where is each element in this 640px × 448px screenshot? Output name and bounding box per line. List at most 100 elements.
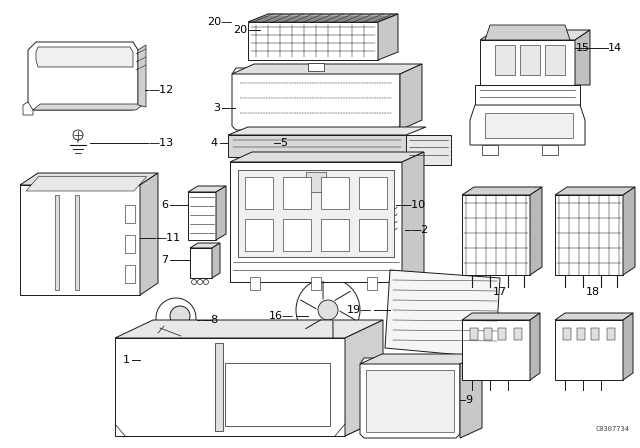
Polygon shape [498,328,506,340]
Polygon shape [115,320,383,338]
Polygon shape [321,219,349,251]
Polygon shape [462,195,530,275]
Polygon shape [188,186,226,192]
Polygon shape [248,22,378,60]
Text: —2: —2 [410,225,428,235]
Text: 18: 18 [586,287,600,297]
Polygon shape [367,277,377,290]
Polygon shape [115,338,345,436]
Polygon shape [232,68,400,130]
Text: —12: —12 [148,85,173,95]
Polygon shape [36,47,133,67]
Text: 19—: 19— [347,305,372,315]
Polygon shape [366,370,454,432]
Polygon shape [520,45,540,75]
Polygon shape [360,358,460,438]
Text: 9: 9 [465,395,472,405]
Polygon shape [228,135,406,157]
Polygon shape [212,243,220,278]
Polygon shape [190,243,220,248]
Polygon shape [555,320,623,380]
Polygon shape [359,219,387,251]
Polygon shape [225,363,330,426]
Circle shape [198,280,202,284]
Polygon shape [475,85,580,105]
Polygon shape [115,418,383,436]
Polygon shape [20,185,140,295]
Polygon shape [245,177,273,209]
Circle shape [191,280,196,284]
Polygon shape [462,320,530,380]
Polygon shape [482,145,498,155]
Polygon shape [188,192,216,240]
Polygon shape [495,45,515,75]
Polygon shape [555,313,633,320]
Polygon shape [530,313,540,380]
Polygon shape [345,320,383,436]
Polygon shape [555,195,623,275]
Polygon shape [321,177,349,209]
Circle shape [73,130,83,140]
Circle shape [318,300,338,320]
Text: C0307734: C0307734 [596,426,630,432]
Polygon shape [530,187,542,275]
Text: —11: —11 [155,233,180,243]
Text: 15: 15 [576,43,590,53]
Circle shape [296,278,360,342]
Polygon shape [480,40,575,85]
Polygon shape [26,177,147,191]
Text: 3: 3 [213,103,220,113]
Polygon shape [138,45,146,107]
Circle shape [170,306,190,326]
Polygon shape [623,187,635,275]
Polygon shape [245,219,273,251]
Polygon shape [462,313,540,320]
Polygon shape [542,145,558,155]
Text: 16—: 16— [269,311,294,321]
Polygon shape [55,195,59,290]
Polygon shape [125,235,135,253]
Polygon shape [406,135,451,165]
Polygon shape [238,170,394,257]
Polygon shape [230,152,424,162]
Polygon shape [75,195,79,290]
Polygon shape [232,64,422,74]
Polygon shape [485,113,573,138]
Circle shape [156,298,196,338]
Text: 6: 6 [161,200,168,210]
Polygon shape [545,45,565,75]
Text: 20—: 20— [207,17,232,27]
Polygon shape [283,219,311,251]
Polygon shape [607,328,615,340]
Polygon shape [20,173,158,185]
Polygon shape [623,313,633,380]
Polygon shape [385,270,500,358]
Polygon shape [402,152,424,282]
Polygon shape [460,354,482,438]
Text: —13: —13 [148,138,173,148]
Text: 1: 1 [123,355,130,365]
Polygon shape [306,172,326,192]
Polygon shape [215,343,223,431]
Text: 14: 14 [608,43,622,53]
Polygon shape [378,14,398,60]
Polygon shape [470,105,585,145]
Polygon shape [484,328,492,340]
Polygon shape [190,248,212,278]
Polygon shape [140,173,158,295]
Text: 20: 20 [233,25,247,35]
Polygon shape [577,328,585,340]
Text: —8: —8 [200,315,218,325]
Text: 17: 17 [493,287,507,297]
Polygon shape [248,14,398,22]
Polygon shape [485,25,570,40]
Polygon shape [28,42,138,110]
Text: 4: 4 [211,138,218,148]
Polygon shape [514,328,522,340]
Polygon shape [575,30,590,85]
Polygon shape [470,328,478,340]
Polygon shape [563,328,571,340]
Text: —10: —10 [400,200,425,210]
Polygon shape [308,63,324,71]
Polygon shape [311,277,321,290]
